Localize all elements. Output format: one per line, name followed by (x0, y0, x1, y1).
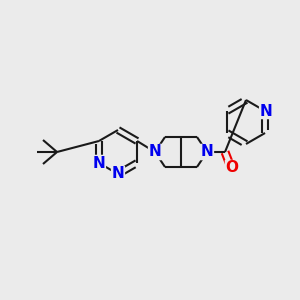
Text: N: N (93, 155, 105, 170)
Text: O: O (226, 160, 238, 175)
Text: N: N (148, 145, 161, 160)
Text: N: N (112, 167, 124, 182)
Text: N: N (201, 145, 213, 160)
Text: N: N (260, 103, 272, 118)
